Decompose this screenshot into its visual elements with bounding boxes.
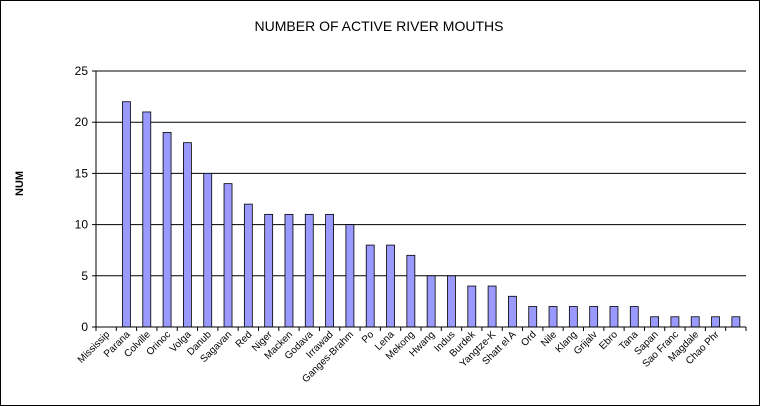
bar	[183, 142, 192, 328]
y-tick-label: 15	[75, 166, 89, 180]
y-tick-label: 0	[81, 320, 88, 334]
bar	[365, 244, 375, 328]
bar	[304, 213, 314, 328]
bar	[650, 316, 659, 328]
bar	[568, 306, 578, 328]
bar	[447, 275, 456, 328]
bar	[731, 316, 741, 328]
bar	[426, 275, 436, 328]
bar	[325, 213, 334, 328]
bar	[487, 285, 497, 328]
bar	[284, 213, 294, 328]
bar	[223, 183, 233, 328]
y-tick-label: 25	[75, 64, 89, 78]
bar	[386, 244, 395, 328]
x-tick-label: Ord	[519, 329, 539, 349]
x-tick-label: Ebro	[597, 329, 620, 352]
chart-title: NUMBER OF ACTIVE RIVER MOUTHS	[254, 18, 504, 34]
y-tick-label: 10	[75, 218, 89, 232]
x-tick-label: Grijalv	[572, 329, 600, 357]
bar	[243, 203, 253, 328]
bar	[629, 306, 639, 328]
axes	[92, 70, 747, 331]
bar	[467, 285, 477, 328]
y-tick-label: 20	[75, 115, 89, 129]
bar	[142, 111, 152, 328]
gridlines	[96, 70, 746, 277]
bar	[690, 316, 700, 328]
bar	[589, 306, 599, 328]
bar	[264, 213, 274, 328]
bar	[508, 295, 517, 328]
bar	[528, 306, 538, 328]
bar	[406, 254, 416, 328]
bar	[122, 101, 131, 328]
bars	[122, 101, 741, 328]
bar	[548, 306, 558, 328]
bar	[670, 316, 680, 328]
bar	[203, 172, 213, 328]
bar	[609, 306, 619, 328]
bar	[711, 316, 720, 328]
y-tick-label: 5	[81, 269, 88, 283]
bar	[162, 132, 172, 328]
bar	[345, 224, 355, 328]
